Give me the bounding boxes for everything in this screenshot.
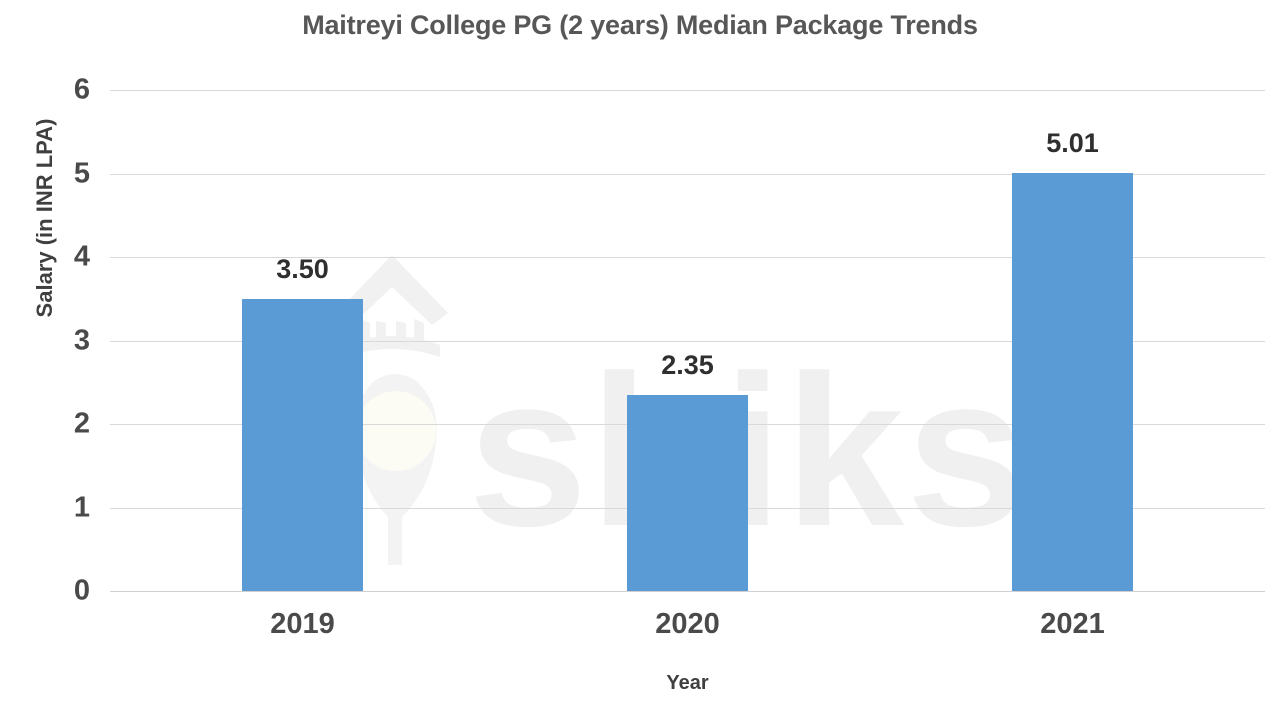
gridline (110, 591, 1265, 592)
x-axis-title: Year (666, 672, 709, 694)
y-tick-label: 4 (73, 240, 90, 273)
gridline (110, 340, 1265, 342)
x-axis-tick-labels: 2019 2020 2021 (110, 608, 1265, 658)
bar-value-label: 2.35 (661, 349, 714, 380)
x-tick-label: 2020 (655, 608, 720, 640)
chart-title: Maitreyi College PG (2 years) Median Pac… (302, 10, 978, 40)
bar (242, 298, 363, 591)
y-tick-label: 2 (73, 407, 90, 440)
y-tick-label: 5 (73, 157, 90, 189)
y-axis-tick-labels: 0 1 2 3 4 5 6 (0, 74, 90, 607)
bar (627, 394, 748, 591)
x-tick-label: 2019 (270, 608, 335, 640)
gridline (110, 90, 1265, 91)
gridline (110, 257, 1265, 258)
bar-value-label: 5.01 (1046, 127, 1099, 158)
bar-value-label: 3.50 (276, 253, 329, 284)
y-tick-label: 1 (73, 491, 90, 523)
y-axis-title: Salary (in INR LPA) (32, 118, 57, 318)
y-tick-label: 6 (73, 73, 90, 106)
bar (1012, 172, 1133, 591)
gridline (110, 173, 1265, 175)
y-tick-label: 3 (73, 324, 90, 356)
x-tick-label: 2021 (1040, 608, 1105, 640)
y-tick-label: 0 (73, 574, 90, 607)
bars-layer: 3.50 2.35 5.01 (110, 90, 1265, 591)
